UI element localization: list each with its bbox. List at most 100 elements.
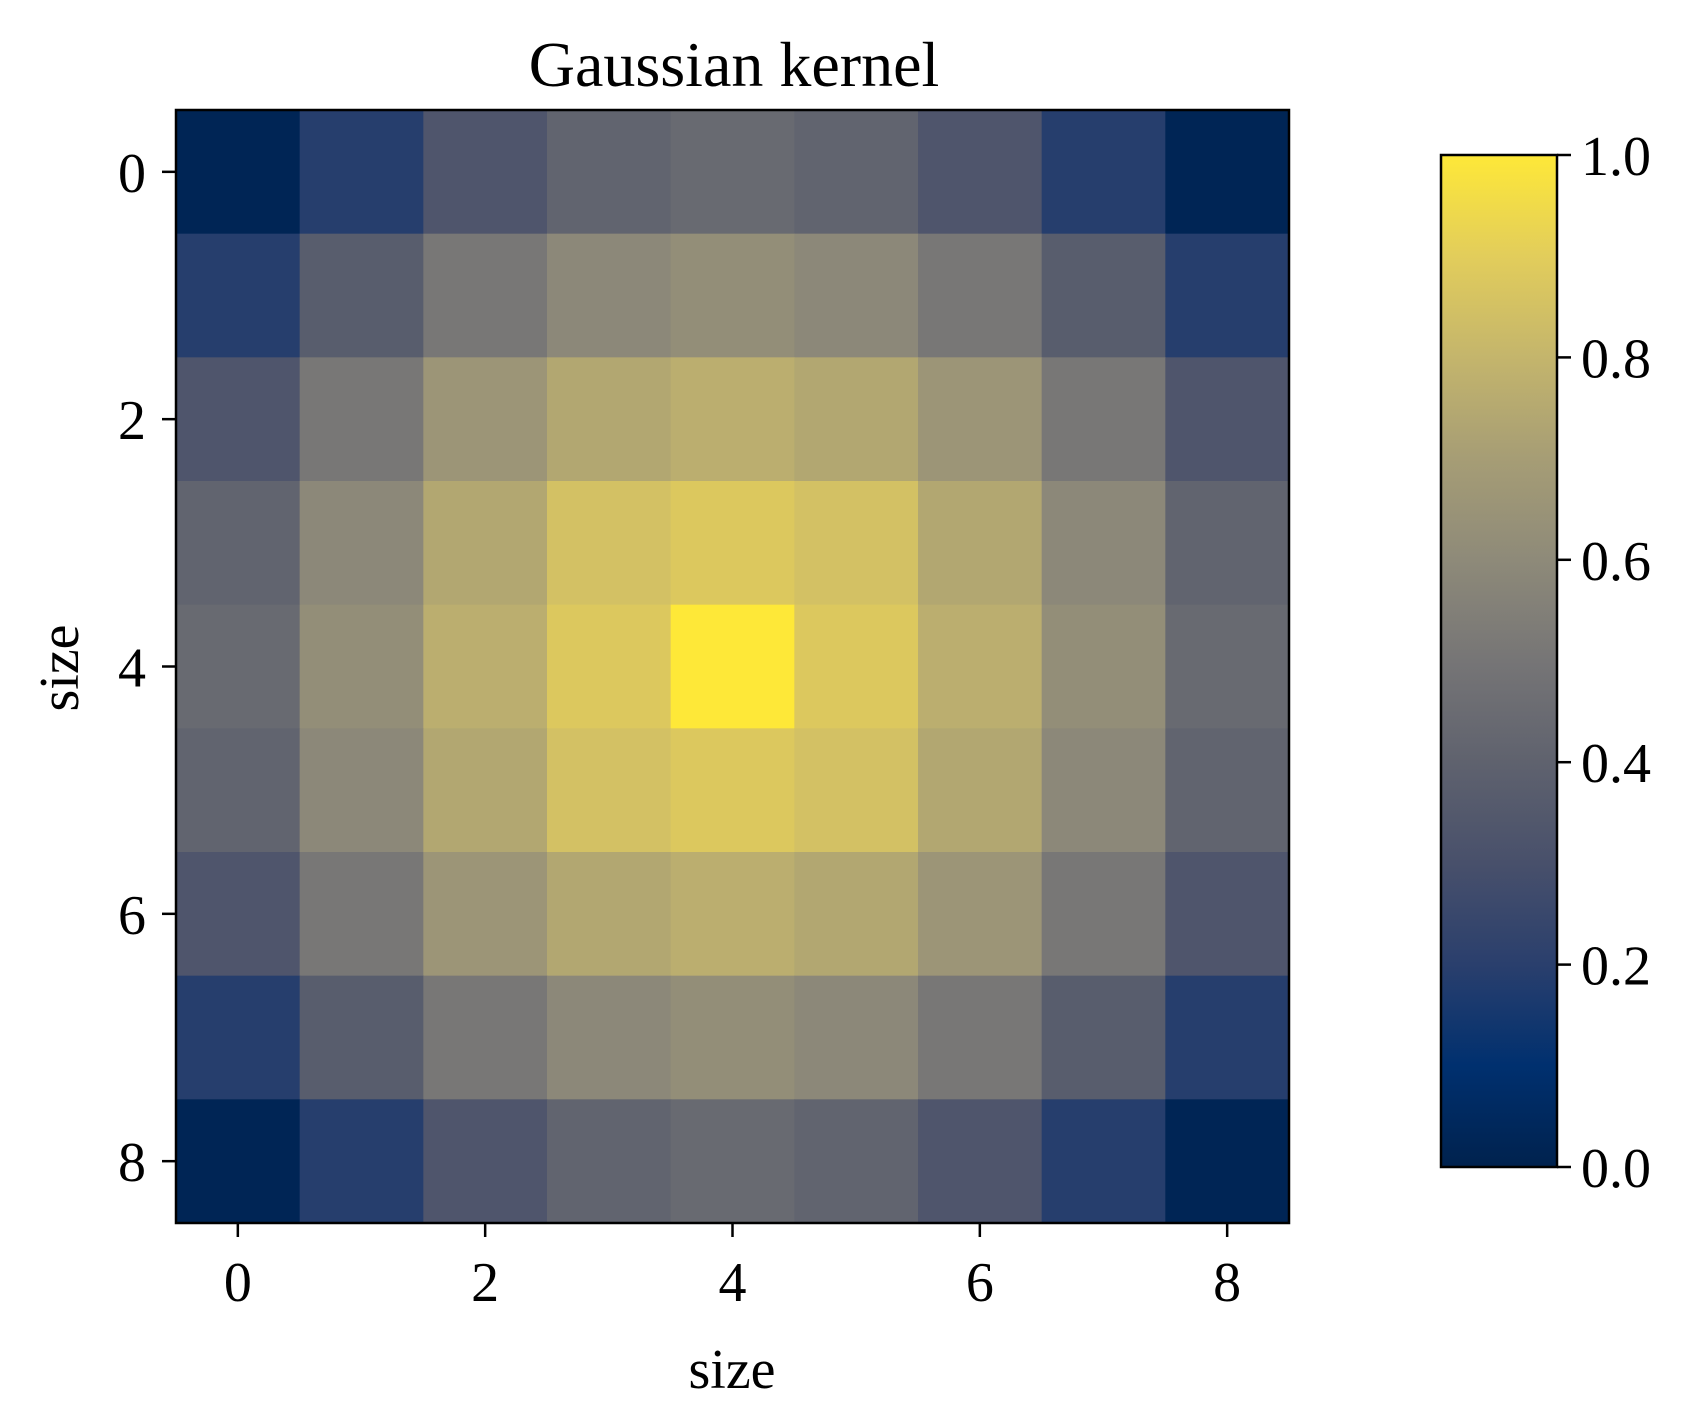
heatmap-cell xyxy=(423,357,548,482)
heatmap-cell xyxy=(299,233,424,358)
heatmap-cell xyxy=(670,481,795,606)
heatmap-cell xyxy=(299,110,424,235)
heatmap-cell xyxy=(1041,1099,1166,1224)
heatmap-cell xyxy=(1165,1099,1290,1224)
heatmap-cell xyxy=(794,728,919,853)
x-axis-label: size xyxy=(688,1339,775,1401)
heatmap-cell xyxy=(423,728,548,853)
heatmap-cell xyxy=(299,481,424,606)
heatmap-cell xyxy=(794,975,919,1100)
heatmap-cell xyxy=(1165,728,1290,853)
heatmap-cell xyxy=(423,975,548,1100)
heatmap-cell xyxy=(176,233,301,358)
heatmap-cell xyxy=(299,1099,424,1224)
heatmap-cell xyxy=(670,604,795,729)
colorbar-tick-label: 0.2 xyxy=(1581,936,1651,998)
x-tick-label: 8 xyxy=(1213,1252,1241,1314)
heatmap-cell xyxy=(1041,975,1166,1100)
colorbar-tick-label: 0.0 xyxy=(1581,1138,1651,1200)
heatmap-cell xyxy=(547,728,672,853)
heatmap-cell xyxy=(547,481,672,606)
heatmap-cell xyxy=(423,604,548,729)
heatmap-cell xyxy=(299,728,424,853)
y-tick-label: 2 xyxy=(118,390,146,452)
heatmap-cell xyxy=(176,604,301,729)
heatmap-cell xyxy=(918,604,1043,729)
heatmap-cell xyxy=(670,110,795,235)
x-tick-label: 2 xyxy=(471,1252,499,1314)
heatmap-cell xyxy=(670,728,795,853)
colorbar-tick-label: 1.0 xyxy=(1581,126,1651,188)
heatmap-cell xyxy=(423,1099,548,1224)
chart-title: Gaussian kernel xyxy=(529,29,940,100)
heatmap-cell xyxy=(547,1099,672,1224)
heatmap-cell xyxy=(176,481,301,606)
y-tick-label: 6 xyxy=(118,885,146,947)
heatmap-cell xyxy=(918,728,1043,853)
heatmap-cell xyxy=(794,852,919,977)
colorbar-ticks: 0.0 0.2 0.4 0.6 0.8 1.0 xyxy=(1557,126,1651,1200)
heatmap-cell xyxy=(1041,357,1166,482)
heatmap-cell xyxy=(918,1099,1043,1224)
heatmap-cell xyxy=(176,728,301,853)
heatmap-cell xyxy=(547,110,672,235)
colorbar xyxy=(1439,153,1559,1169)
heatmap-cell xyxy=(1165,233,1290,358)
heatmap-cell xyxy=(423,481,548,606)
heatmap-cell xyxy=(918,975,1043,1100)
heatmap-cell xyxy=(547,604,672,729)
heatmap-cell xyxy=(794,1099,919,1224)
heatmap-cell xyxy=(794,110,919,235)
heatmap-cell xyxy=(1165,110,1290,235)
y-tick-label: 0 xyxy=(118,143,146,205)
heatmap-cell xyxy=(1165,604,1290,729)
heatmap-cell xyxy=(670,1099,795,1224)
heatmap-cell xyxy=(918,233,1043,358)
x-tick-label: 0 xyxy=(224,1252,252,1314)
heatmap-cell xyxy=(299,357,424,482)
colorbar-tick-label: 0.6 xyxy=(1581,531,1651,593)
x-axis-ticks: 0 2 4 6 8 xyxy=(224,1223,1241,1314)
colorbar-tick-label: 0.4 xyxy=(1581,733,1651,795)
heatmap-cell xyxy=(547,233,672,358)
heatmap-cell xyxy=(176,852,301,977)
heatmap-cells xyxy=(176,110,1290,1224)
heatmap-cell xyxy=(547,852,672,977)
heatmap-cell xyxy=(176,975,301,1100)
heatmap-cell xyxy=(670,975,795,1100)
heatmap-cell xyxy=(794,233,919,358)
heatmap-cell xyxy=(918,481,1043,606)
heatmap-cell xyxy=(918,852,1043,977)
heatmap-cell xyxy=(1165,852,1290,977)
heatmap-cell xyxy=(299,604,424,729)
heatmap-cell xyxy=(794,357,919,482)
heatmap-cell xyxy=(1041,481,1166,606)
heatmap-cell xyxy=(547,975,672,1100)
y-axis-label: size xyxy=(29,624,91,711)
heatmap-cell xyxy=(1041,604,1166,729)
x-tick-label: 4 xyxy=(719,1252,747,1314)
heatmap-cell xyxy=(1165,481,1290,606)
heatmap-cell xyxy=(1165,357,1290,482)
heatmap-cell xyxy=(299,852,424,977)
heatmap-cell xyxy=(794,604,919,729)
heatmap-cell xyxy=(176,357,301,482)
heatmap-cell xyxy=(176,110,301,235)
colorbar-tick-label: 0.8 xyxy=(1581,328,1651,390)
heatmap-cell xyxy=(423,110,548,235)
heatmap-cell xyxy=(1041,852,1166,977)
heatmap-cell xyxy=(299,975,424,1100)
heatmap-cell xyxy=(1041,728,1166,853)
heatmap-cell xyxy=(918,110,1043,235)
heatmap-cell xyxy=(670,357,795,482)
heatmap-cell xyxy=(670,852,795,977)
heatmap-cell xyxy=(1041,233,1166,358)
heatmap-cell xyxy=(1165,975,1290,1100)
heatmap-cell xyxy=(423,233,548,358)
heatmap-cell xyxy=(176,1099,301,1224)
heatmap-cell xyxy=(547,357,672,482)
heatmap-cell xyxy=(670,233,795,358)
y-tick-label: 4 xyxy=(118,638,146,700)
heatmap-cell xyxy=(1041,110,1166,235)
